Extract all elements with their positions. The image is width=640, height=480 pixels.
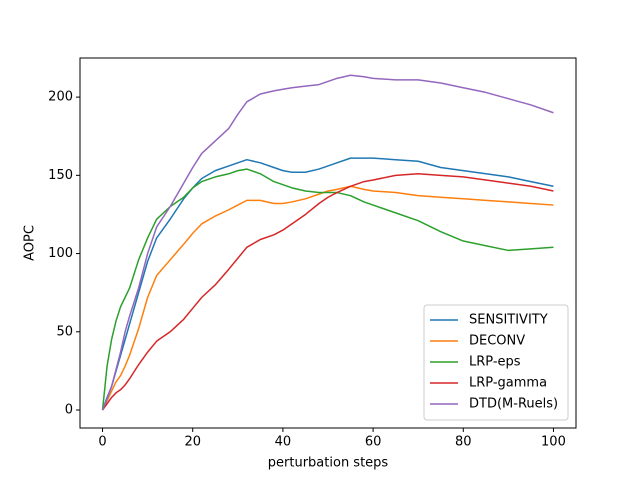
plot-frame bbox=[79, 57, 577, 429]
y-tick-label: 0 bbox=[65, 403, 73, 418]
line-series bbox=[101, 173, 554, 411]
legend-box bbox=[423, 304, 569, 421]
line-series bbox=[101, 185, 554, 411]
x-tick-label: 100 bbox=[541, 435, 566, 450]
x-axis-label: perturbation steps bbox=[268, 456, 389, 471]
x-tick-label: 20 bbox=[184, 435, 201, 450]
y-tick-label: 100 bbox=[48, 246, 73, 261]
y-tick-label: 50 bbox=[56, 324, 73, 339]
x-tick-label: 40 bbox=[275, 435, 292, 450]
legend-label: LRP-eps bbox=[469, 355, 521, 370]
legend-label: DTD(M-Ruels) bbox=[469, 397, 558, 412]
legend-label: LRP-gamma bbox=[469, 376, 547, 391]
line-series bbox=[101, 157, 554, 411]
line-series bbox=[101, 168, 554, 411]
x-tick-label: 60 bbox=[365, 435, 382, 450]
line-series bbox=[101, 74, 554, 411]
x-tick-label: 0 bbox=[98, 435, 106, 450]
y-tick-label: 150 bbox=[48, 168, 73, 183]
y-tick-label: 200 bbox=[48, 90, 73, 105]
y-axis-label: AOPC bbox=[23, 225, 38, 261]
legend-label: DECONV bbox=[469, 334, 525, 349]
x-tick-label: 80 bbox=[455, 435, 472, 450]
legend-label: SENSITIVITY bbox=[469, 313, 548, 328]
